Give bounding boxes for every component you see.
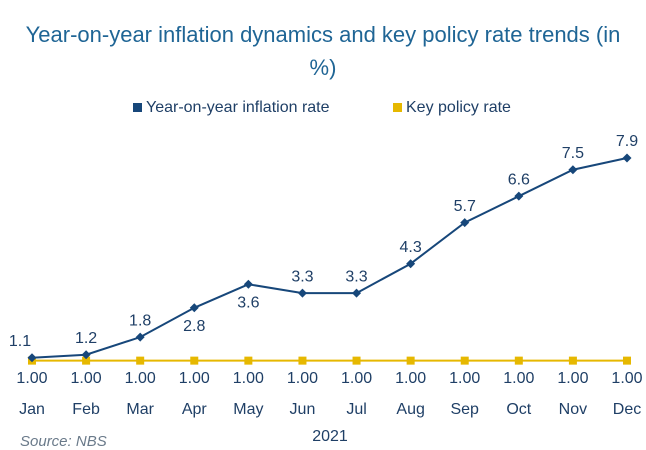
data-label: 1.00 bbox=[503, 370, 534, 387]
data-label: 6.6 bbox=[508, 171, 530, 188]
x-tick-label: Jan bbox=[19, 401, 45, 418]
x-tick-label: Oct bbox=[506, 401, 531, 418]
data-label: 1.00 bbox=[125, 370, 156, 387]
x-tick-label: Aug bbox=[396, 401, 424, 418]
point-marker bbox=[623, 356, 631, 365]
point-marker bbox=[298, 356, 307, 365]
x-tick-label: Feb bbox=[72, 401, 100, 418]
point-marker bbox=[136, 356, 145, 365]
data-label: 1.00 bbox=[287, 370, 318, 387]
data-label: 2.8 bbox=[183, 318, 205, 335]
x-tick-label: Sep bbox=[450, 401, 479, 418]
data-label: 1.1 bbox=[9, 333, 31, 350]
x-tick-label: Jun bbox=[290, 401, 316, 418]
data-label: 3.6 bbox=[237, 294, 259, 311]
source-note: Source: NBS bbox=[20, 433, 107, 450]
data-label: 1.00 bbox=[341, 370, 372, 387]
point-marker bbox=[243, 279, 253, 289]
point-marker bbox=[406, 356, 415, 365]
data-label: 1.8 bbox=[129, 312, 151, 329]
point-marker bbox=[406, 259, 416, 269]
point-marker bbox=[27, 353, 37, 363]
x-tick-label: Jul bbox=[346, 401, 366, 418]
x-axis-label: 2021 bbox=[312, 428, 348, 445]
data-label: 7.9 bbox=[616, 133, 638, 150]
point-marker bbox=[460, 356, 469, 365]
data-label: 7.5 bbox=[562, 145, 584, 162]
point-marker bbox=[568, 165, 578, 175]
point-marker bbox=[190, 356, 199, 365]
point-marker bbox=[514, 191, 524, 201]
data-label: 1.00 bbox=[233, 370, 264, 387]
data-label: 4.3 bbox=[400, 239, 422, 256]
point-marker bbox=[352, 288, 362, 298]
data-label: 1.00 bbox=[16, 370, 47, 387]
point-marker bbox=[352, 356, 361, 365]
data-label: 1.2 bbox=[75, 330, 97, 347]
point-marker bbox=[297, 288, 307, 298]
data-label: 1.00 bbox=[71, 370, 102, 387]
point-marker bbox=[82, 356, 91, 365]
series-line bbox=[31, 157, 628, 359]
x-tick-label: Mar bbox=[126, 401, 154, 418]
data-label: 1.00 bbox=[179, 370, 210, 387]
point-marker bbox=[189, 303, 199, 313]
data-label: 1.00 bbox=[557, 370, 588, 387]
data-label: 1.00 bbox=[449, 370, 480, 387]
data-label: 3.3 bbox=[345, 268, 367, 285]
legend-swatch bbox=[393, 103, 402, 112]
x-tick-label: Nov bbox=[559, 401, 587, 418]
legend-label: Key policy rate bbox=[406, 99, 511, 116]
data-label: 1.00 bbox=[611, 370, 642, 387]
point-marker bbox=[135, 332, 145, 342]
chart-title: Year-on-year inflation dynamics and key … bbox=[25, 22, 621, 80]
x-tick-label: Dec bbox=[613, 401, 641, 418]
point-marker bbox=[81, 350, 91, 360]
legend-swatch bbox=[133, 103, 142, 112]
point-marker bbox=[568, 356, 577, 365]
data-label: 3.3 bbox=[291, 268, 313, 285]
data-label: 1.00 bbox=[395, 370, 426, 387]
x-tick-label: May bbox=[233, 401, 263, 418]
point-marker bbox=[514, 356, 523, 365]
point-marker bbox=[460, 218, 470, 228]
x-tick-label: Apr bbox=[182, 401, 208, 418]
data-label: 5.7 bbox=[454, 198, 476, 215]
point-marker bbox=[622, 153, 632, 163]
legend-label: Year-on-year inflation rate bbox=[146, 99, 330, 116]
point-marker bbox=[244, 356, 253, 365]
